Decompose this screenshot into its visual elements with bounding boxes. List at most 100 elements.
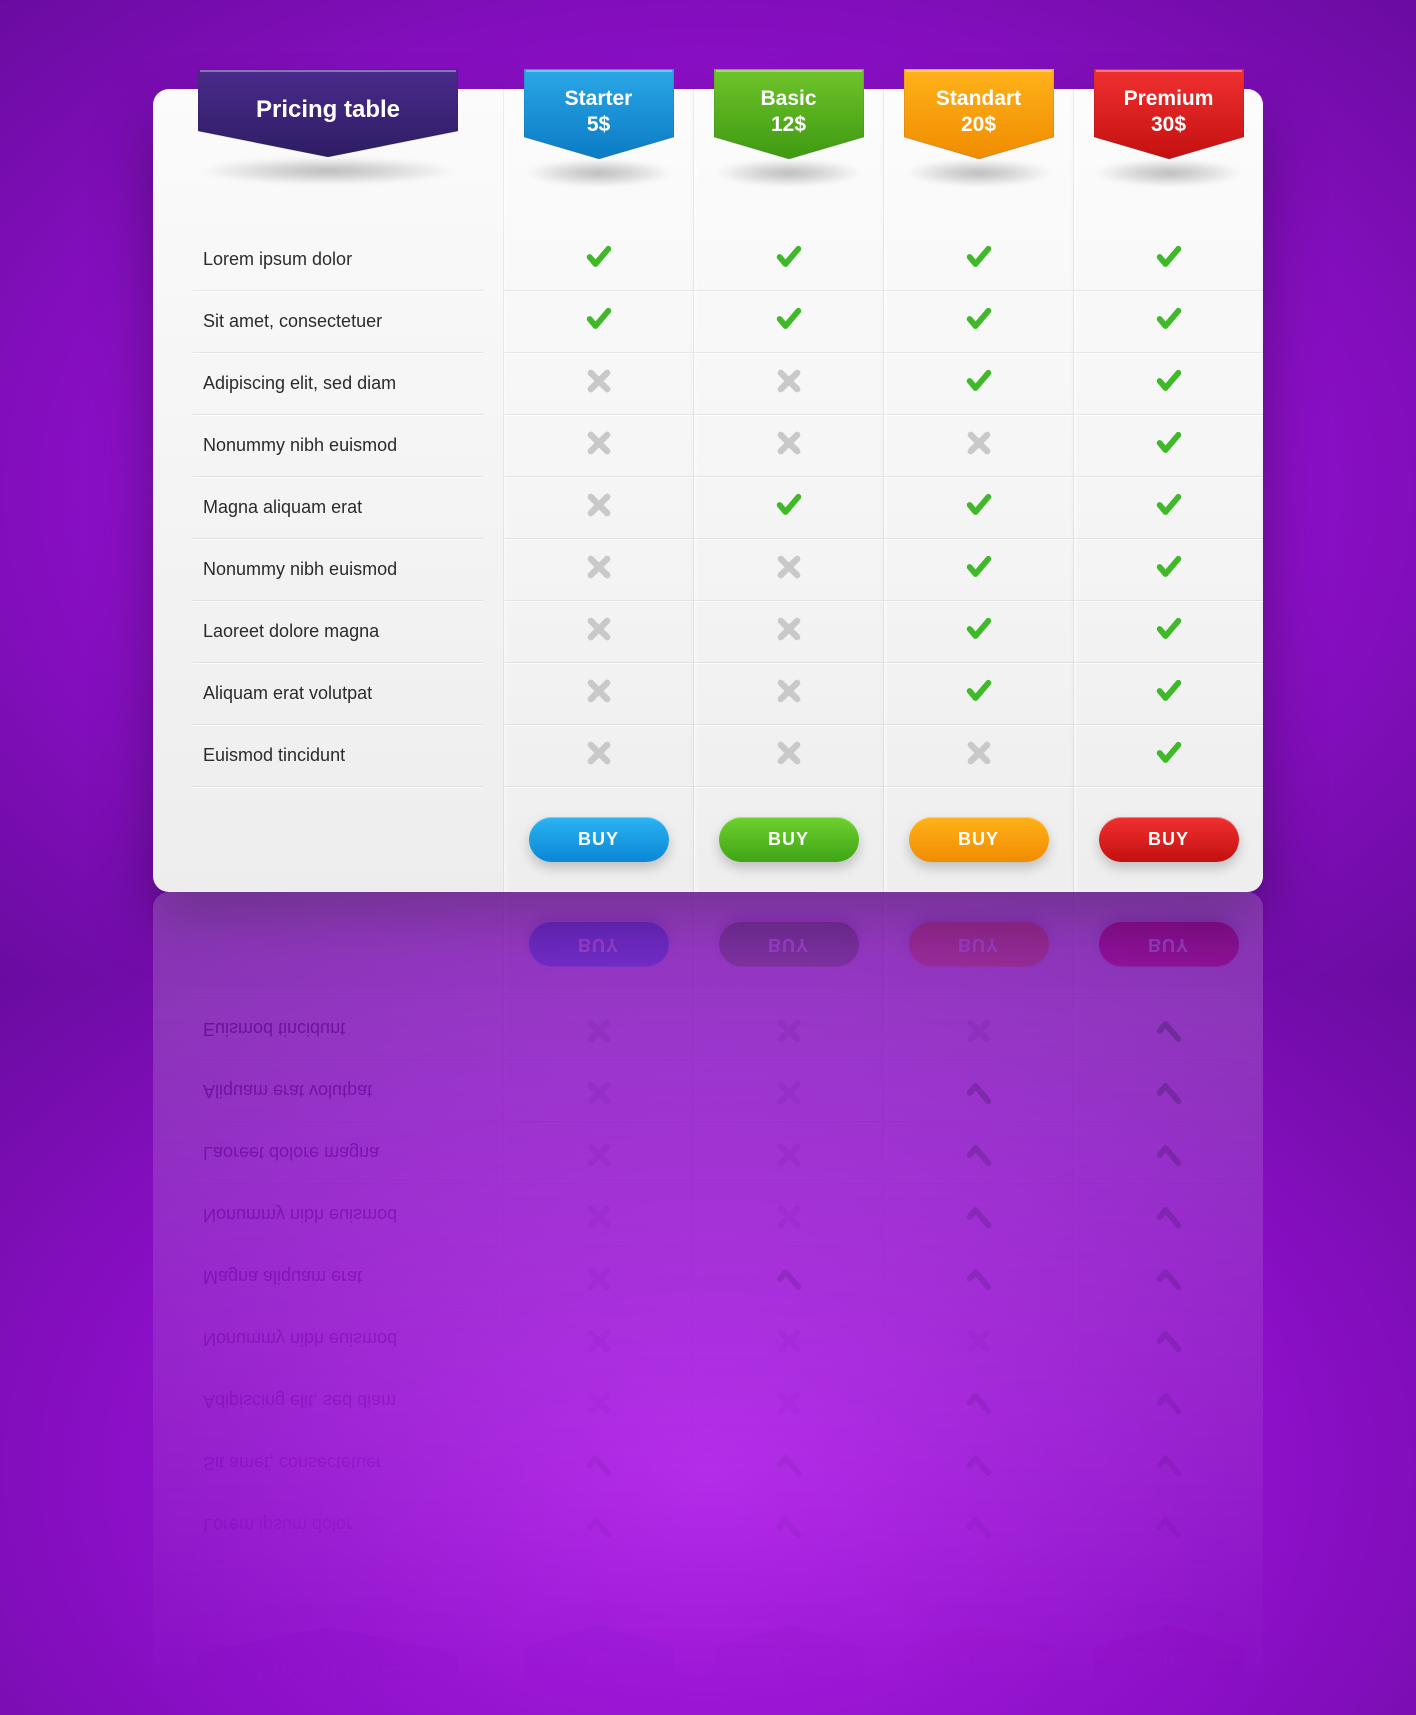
- cross-icon: [775, 367, 803, 400]
- plan-cell: [1074, 1307, 1263, 1369]
- check-icon: [1155, 615, 1183, 648]
- plan-name: Starter: [524, 1673, 674, 1696]
- plan-cell: [504, 725, 693, 787]
- plan-cell: [694, 1245, 883, 1307]
- plan-price: 20$: [904, 112, 1054, 137]
- check-icon: [1155, 1260, 1183, 1293]
- feature-label: Magna aliquam erat: [203, 1266, 362, 1287]
- plan-ribbon-basic: Basic12$: [714, 69, 864, 159]
- plan-cell: [694, 539, 883, 601]
- plan-column-starter: Starter5$BUY: [503, 892, 693, 1695]
- buy-button-starter[interactable]: BUY: [529, 922, 669, 967]
- plan-ribbon-basic: Basic12$: [714, 1625, 864, 1715]
- cross-icon: [775, 553, 803, 586]
- plan-cell: [504, 1431, 693, 1493]
- plan-name: Basic: [714, 1673, 864, 1696]
- cross-icon: [775, 1012, 803, 1045]
- plan-cell: [884, 601, 1073, 663]
- buy-button-standart[interactable]: BUY: [909, 922, 1049, 967]
- feature-label: Nonummy nibh euismod: [203, 1204, 397, 1225]
- plan-cell: [884, 1369, 1073, 1431]
- check-icon: [775, 1260, 803, 1293]
- feature-row: Lorem ipsum dolor: [193, 229, 483, 291]
- cross-icon: [585, 553, 613, 586]
- buy-button-premium[interactable]: BUY: [1099, 922, 1239, 967]
- check-icon: [965, 1384, 993, 1417]
- feature-label: Euismod tincidunt: [203, 1018, 345, 1039]
- plan-price: 5$: [524, 112, 674, 137]
- buy-button-standart[interactable]: BUY: [909, 817, 1049, 862]
- cross-icon: [585, 615, 613, 648]
- feature-label: Adipiscing elit, sed diam: [203, 373, 396, 394]
- check-icon: [1155, 677, 1183, 710]
- plan-cell: [1074, 415, 1263, 477]
- feature-label: Aliquam erat volutpat: [203, 1080, 372, 1101]
- check-icon: [965, 553, 993, 586]
- cross-icon: [585, 491, 613, 524]
- feature-label: Lorem ipsum dolor: [203, 1514, 352, 1535]
- buy-button-basic[interactable]: BUY: [719, 922, 859, 967]
- cross-icon: [965, 1012, 993, 1045]
- check-icon: [965, 491, 993, 524]
- plan-cell: [1074, 997, 1263, 1059]
- feature-row: Sit amet, consectetuer: [193, 1431, 483, 1493]
- plan-cell: [504, 1183, 693, 1245]
- feature-label: Adipiscing elit, sed diam: [203, 1390, 396, 1411]
- check-icon: [965, 367, 993, 400]
- buy-button-starter[interactable]: BUY: [529, 817, 669, 862]
- plan-price: 12$: [714, 112, 864, 137]
- feature-row: Laoreet dolore magna: [193, 601, 483, 663]
- plan-cell: [504, 1369, 693, 1431]
- feature-row: Euismod tincidunt: [193, 997, 483, 1059]
- plan-cell: [1074, 663, 1263, 725]
- cross-icon: [775, 429, 803, 462]
- plan-cell: [504, 539, 693, 601]
- plan-cell: [694, 291, 883, 353]
- feature-label: Laoreet dolore magna: [203, 1142, 379, 1163]
- plan-name: Standart: [904, 1673, 1054, 1696]
- plan-cell: [694, 997, 883, 1059]
- plan-cell: [694, 1431, 883, 1493]
- buy-button-premium[interactable]: BUY: [1099, 817, 1239, 862]
- pricing-title-label: Pricing table: [198, 1660, 458, 1686]
- plan-cell: [1074, 1059, 1263, 1121]
- feature-label: Nonummy nibh euismod: [203, 1328, 397, 1349]
- feature-row: Adipiscing elit, sed diam: [193, 1369, 483, 1431]
- cross-icon: [965, 739, 993, 772]
- feature-label: Lorem ipsum dolor: [203, 249, 352, 270]
- check-icon: [1155, 429, 1183, 462]
- feature-row: Nonummy nibh euismod: [193, 1307, 483, 1369]
- feature-row: Sit amet, consectetuer: [193, 291, 483, 353]
- buy-button-basic[interactable]: BUY: [719, 817, 859, 862]
- check-icon: [965, 1074, 993, 1107]
- plan-cell: [884, 539, 1073, 601]
- cross-icon: [775, 739, 803, 772]
- pricing-title-ribbon: Pricing table: [198, 1627, 458, 1715]
- plan-column-basic: Basic12$BUY: [693, 892, 883, 1695]
- plan-cell: [884, 1431, 1073, 1493]
- cross-icon: [585, 1260, 613, 1293]
- pricing-title-ribbon: Pricing table: [198, 69, 458, 157]
- check-icon: [1155, 243, 1183, 276]
- plan-cell: [504, 601, 693, 663]
- check-icon: [965, 243, 993, 276]
- plan-cell: [884, 477, 1073, 539]
- plan-cell: [694, 1307, 883, 1369]
- plan-cell: [1074, 477, 1263, 539]
- cross-icon: [965, 429, 993, 462]
- plan-cell: [884, 1493, 1073, 1555]
- plan-name: Premium: [1094, 87, 1244, 110]
- plan-price: 30$: [1094, 1646, 1244, 1671]
- pricing-table-reflection: Pricing table Lorem ipsum dolor Sit amet, …: [153, 892, 1263, 1695]
- features-column: Pricing table Lorem ipsum dolor Sit amet, …: [153, 892, 503, 1695]
- check-icon: [965, 1198, 993, 1231]
- cross-icon: [775, 1322, 803, 1355]
- feature-row: Euismod tincidunt: [193, 725, 483, 787]
- plan-cell: [504, 663, 693, 725]
- check-icon: [965, 1260, 993, 1293]
- plan-cell: [1074, 291, 1263, 353]
- plan-price: 30$: [1094, 112, 1244, 137]
- plan-column-premium: Premium30$BUY: [1073, 892, 1263, 1695]
- feature-label: Aliquam erat volutpat: [203, 683, 372, 704]
- check-icon: [775, 305, 803, 338]
